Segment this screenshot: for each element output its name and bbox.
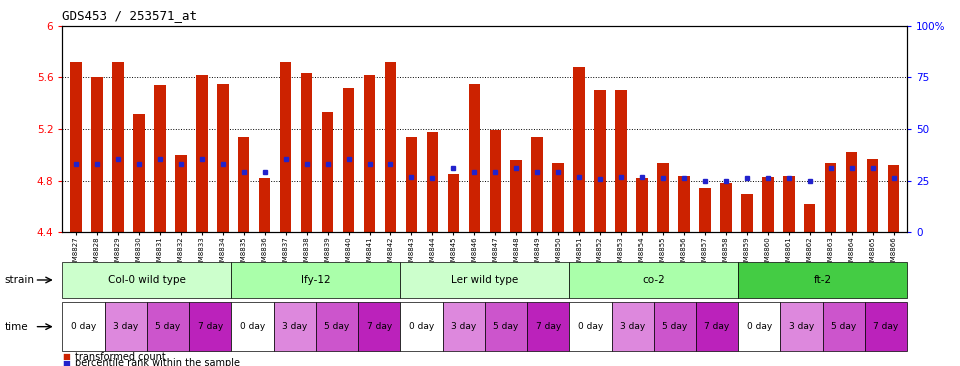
Bar xyxy=(573,67,585,232)
Text: 5 day: 5 day xyxy=(831,322,856,331)
Bar xyxy=(468,84,480,232)
Text: ■: ■ xyxy=(62,359,70,366)
Text: 5 day: 5 day xyxy=(324,322,349,331)
Bar xyxy=(175,155,186,232)
Text: 7 day: 7 day xyxy=(874,322,899,331)
Text: strain: strain xyxy=(5,275,35,285)
Bar xyxy=(552,163,564,232)
Bar xyxy=(385,62,396,232)
Bar xyxy=(364,75,375,232)
Bar xyxy=(699,188,710,232)
Text: percentile rank within the sample: percentile rank within the sample xyxy=(75,358,240,366)
Bar xyxy=(490,130,501,232)
Bar xyxy=(217,84,228,232)
Bar xyxy=(196,75,207,232)
Bar xyxy=(343,88,354,232)
Bar xyxy=(762,177,774,232)
Text: 7 day: 7 day xyxy=(198,322,223,331)
Text: 5 day: 5 day xyxy=(156,322,180,331)
Bar xyxy=(280,62,292,232)
Bar xyxy=(825,163,836,232)
Text: 3 day: 3 day xyxy=(113,322,138,331)
Bar xyxy=(741,194,753,232)
Text: lfy-12: lfy-12 xyxy=(301,275,330,285)
Bar xyxy=(615,90,627,232)
Text: ■: ■ xyxy=(62,352,70,361)
Bar xyxy=(888,165,900,232)
Text: ft-2: ft-2 xyxy=(814,275,831,285)
Text: 3 day: 3 day xyxy=(451,322,476,331)
Bar xyxy=(238,137,250,232)
Text: GDS453 / 253571_at: GDS453 / 253571_at xyxy=(62,9,198,22)
Bar xyxy=(720,183,732,232)
Bar xyxy=(91,77,103,232)
Bar xyxy=(678,176,689,232)
Bar xyxy=(70,62,82,232)
Text: 0 day: 0 day xyxy=(578,322,603,331)
Bar xyxy=(300,74,312,232)
Text: 7 day: 7 day xyxy=(705,322,730,331)
Bar xyxy=(155,85,166,232)
Text: Col-0 wild type: Col-0 wild type xyxy=(108,275,186,285)
Text: 7 day: 7 day xyxy=(367,322,392,331)
Bar xyxy=(322,112,333,232)
Text: 3 day: 3 day xyxy=(620,322,645,331)
Text: time: time xyxy=(5,322,29,332)
Text: 3 day: 3 day xyxy=(789,322,814,331)
Bar xyxy=(133,113,145,232)
Text: 0 day: 0 day xyxy=(240,322,265,331)
Bar xyxy=(447,174,459,232)
Bar xyxy=(783,176,795,232)
Text: 3 day: 3 day xyxy=(282,322,307,331)
Text: 0 day: 0 day xyxy=(747,322,772,331)
Bar xyxy=(426,132,438,232)
Bar xyxy=(532,137,543,232)
Bar xyxy=(594,90,606,232)
Bar xyxy=(406,137,418,232)
Bar xyxy=(511,160,522,232)
Bar xyxy=(259,178,271,232)
Bar xyxy=(846,152,857,232)
Text: 5 day: 5 day xyxy=(493,322,518,331)
Text: 7 day: 7 day xyxy=(536,322,561,331)
Text: 0 day: 0 day xyxy=(71,322,96,331)
Bar xyxy=(112,62,124,232)
Text: Ler wild type: Ler wild type xyxy=(451,275,518,285)
Bar xyxy=(867,159,878,232)
Text: 5 day: 5 day xyxy=(662,322,687,331)
Text: transformed count: transformed count xyxy=(75,352,166,362)
Bar xyxy=(804,204,815,232)
Text: co-2: co-2 xyxy=(642,275,665,285)
Bar xyxy=(658,163,669,232)
Bar xyxy=(636,178,648,232)
Text: 0 day: 0 day xyxy=(409,322,434,331)
